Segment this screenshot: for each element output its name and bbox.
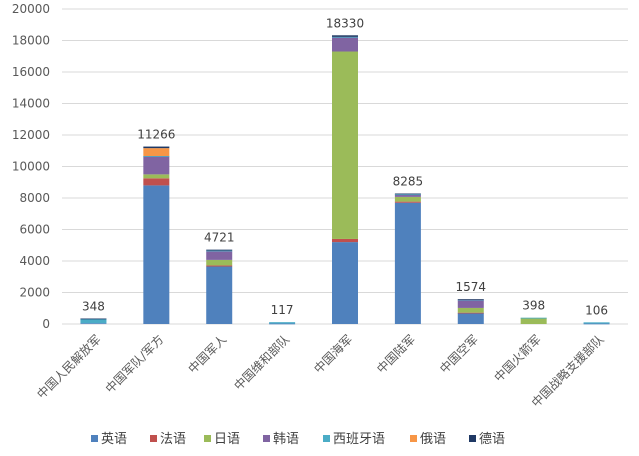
bar-segment [332, 35, 358, 37]
y-tick-label: 20000 [12, 2, 50, 16]
legend-label: 法语 [160, 432, 186, 447]
total-labels: 348 11266 4721 117 18330 8285 1574 398 106 [82, 16, 608, 317]
bar-segment [80, 323, 107, 325]
bar-segment [269, 323, 296, 325]
legend-swatch [323, 435, 330, 442]
bar-segment [394, 193, 421, 195]
y-tick-label: 0 [42, 317, 50, 331]
y-tick-label: 16000 [12, 65, 50, 79]
y-tick-label: 14000 [12, 97, 50, 111]
bar-segment [394, 194, 421, 197]
legend-label: 西班牙语 [333, 432, 385, 447]
bar-segment [206, 265, 233, 267]
bar-segment [80, 318, 107, 324]
bar-segment [143, 185, 170, 324]
bar-segment [143, 156, 170, 157]
legend-swatch [91, 435, 98, 442]
legend-label: 德语 [479, 432, 505, 447]
bar-segment [332, 36, 358, 38]
total-label: 398 [522, 299, 545, 313]
legend-item: 日语 [204, 432, 240, 447]
y-tick-label: 18000 [12, 34, 50, 48]
bar-segment [332, 242, 358, 324]
legend-item: 韩语 [263, 432, 299, 447]
x-tick-label: 中国陆军 [373, 332, 418, 377]
bar-segment [394, 201, 421, 203]
bar-segment [457, 300, 484, 308]
bar-segment [332, 51, 358, 239]
total-label: 1574 [456, 280, 487, 294]
x-tick-label: 中国火箭军 [491, 332, 544, 385]
bar-segment [206, 249, 233, 251]
y-tick-label: 10000 [12, 160, 50, 174]
bar-segment [583, 323, 610, 325]
x-tick-label: 中国军人 [185, 332, 230, 377]
bar-segment [457, 307, 484, 313]
bar-segment [332, 238, 358, 243]
bar-segment [143, 156, 170, 175]
bar-segment [394, 202, 421, 324]
legend-swatch [469, 435, 476, 442]
legend-item: 西班牙语 [323, 432, 385, 447]
y-tick-label: 8000 [19, 191, 50, 205]
legend-label: 英语 [101, 432, 127, 447]
legend-swatch [204, 435, 211, 442]
bar-segment [143, 174, 170, 179]
y-tick-label: 4000 [19, 254, 50, 268]
total-label: 4721 [204, 231, 235, 245]
total-label: 18330 [326, 16, 364, 30]
bar-segment [206, 251, 233, 260]
bar-segment [457, 299, 484, 301]
bar-segment [520, 317, 547, 324]
legend-label: 韩语 [273, 432, 299, 447]
bar-segment [206, 266, 233, 324]
x-tick-label: 中国军队/军方 [102, 332, 166, 396]
legend-swatch [410, 435, 417, 442]
bar-segment [394, 194, 421, 196]
bar-segment [332, 37, 358, 52]
total-label: 8285 [393, 175, 424, 189]
x-tick-label: 中国空军 [436, 332, 481, 377]
bar-segment [143, 146, 170, 149]
bar-segment [269, 322, 296, 324]
bar-segment [583, 322, 610, 324]
bar-segment [206, 259, 233, 266]
bar-segment [143, 178, 170, 186]
legend-item: 俄语 [410, 432, 446, 447]
x-tick-label: 中国海军 [311, 332, 356, 377]
y-tick-label: 6000 [19, 223, 50, 237]
bar-segment [457, 312, 484, 324]
x-tick-label: 中国人民解放军 [34, 332, 104, 402]
bar-segment [457, 299, 484, 301]
bar-segment [206, 250, 233, 252]
legend-item: 德语 [469, 432, 505, 447]
total-label: 348 [82, 300, 105, 314]
legend-item: 英语 [91, 432, 127, 447]
x-tick-label: 中国维和部队 [231, 332, 293, 394]
legend: 英语 法语 日语 韩语 西班牙语 俄语 德语 [91, 432, 505, 447]
legend-swatch [150, 435, 157, 442]
legend-label: 俄语 [420, 432, 446, 447]
bars [80, 35, 610, 325]
bar-segment [143, 148, 170, 157]
x-axis-ticks: 中国人民解放军 中国军队/军方 中国军人 中国维和部队 中国海军 中国陆军 中国空军 中国火箭… [34, 332, 607, 410]
y-tick-label: 12000 [12, 128, 50, 142]
y-tick-label: 2000 [19, 286, 50, 300]
total-label: 106 [585, 303, 608, 317]
bar-segment [520, 317, 547, 319]
total-label: 117 [271, 303, 294, 317]
y-axis-ticks: 0 2000 4000 6000 8000 10000 12000 14000 16000 180… [12, 2, 50, 331]
bar-segment [80, 318, 107, 320]
legend-item: 法语 [150, 432, 186, 447]
total-label: 11266 [137, 128, 175, 142]
legend-swatch [263, 435, 270, 442]
bar-segment [457, 312, 484, 314]
bar-segment [394, 196, 421, 202]
legend-label: 日语 [214, 432, 240, 447]
